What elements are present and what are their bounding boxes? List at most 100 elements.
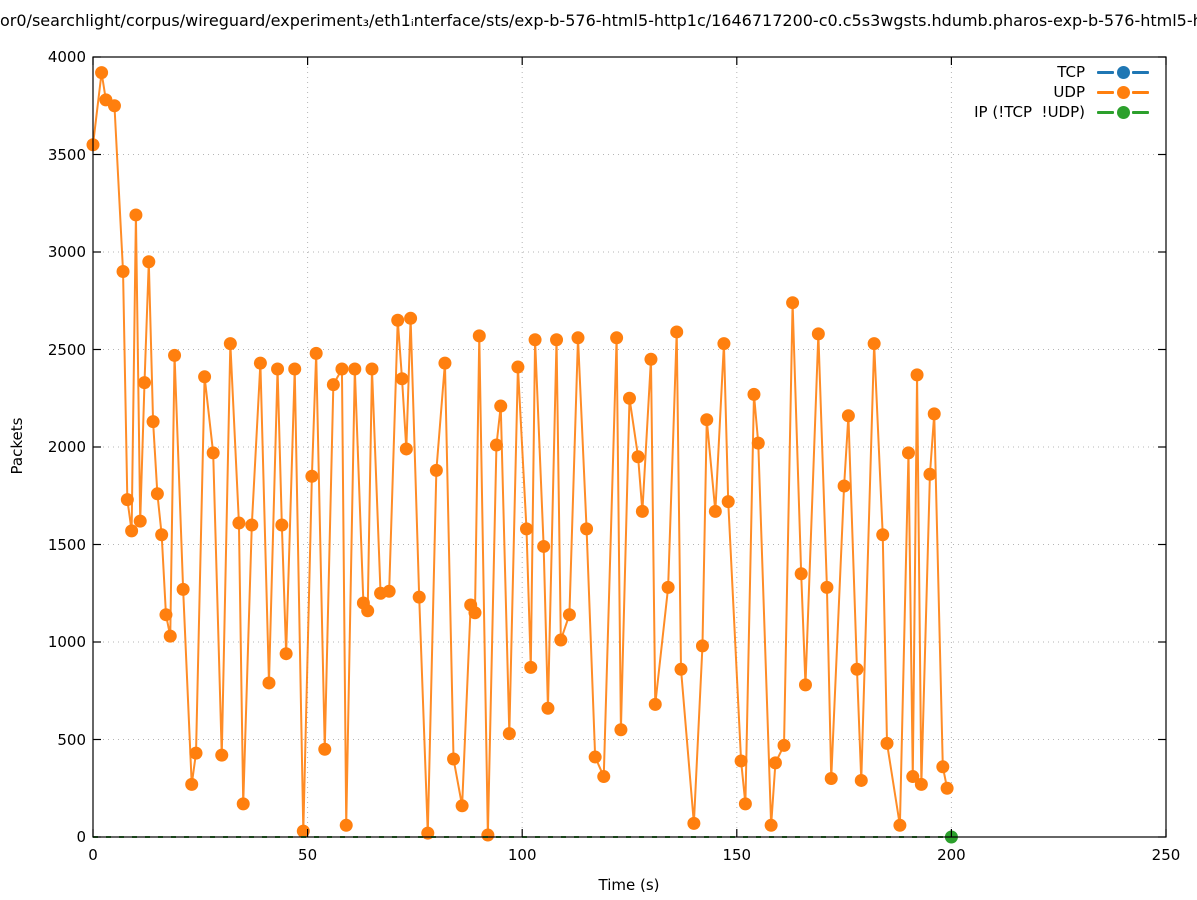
- data-point: [927, 407, 941, 421]
- data-point: [399, 442, 413, 456]
- data-point: [747, 387, 761, 401]
- data-point: [236, 797, 250, 811]
- data-point: [339, 818, 353, 832]
- y-tick-label: 1000: [47, 633, 86, 651]
- x-tick-label: 150: [722, 846, 752, 864]
- legend-swatch-udp-icon: [1097, 85, 1149, 99]
- data-point: [519, 522, 533, 536]
- y-tick-label: 500: [57, 730, 86, 749]
- data-point: [614, 723, 628, 737]
- data-point: [734, 754, 748, 768]
- data-point: [764, 818, 778, 832]
- data-point: [275, 518, 289, 532]
- data-point: [326, 378, 340, 392]
- data-point: [700, 413, 714, 427]
- data-point: [412, 590, 426, 604]
- data-point: [562, 608, 576, 622]
- data-point: [623, 391, 636, 405]
- data-point: [365, 362, 379, 376]
- data-point: [867, 337, 881, 351]
- data-point: [580, 522, 594, 536]
- data-point: [494, 399, 508, 413]
- data-point: [271, 362, 285, 376]
- data-point: [305, 469, 319, 483]
- data-point: [820, 580, 834, 594]
- data-point: [404, 311, 418, 325]
- x-tick-label: 100: [507, 846, 537, 864]
- data-point: [914, 777, 928, 791]
- y-tick-label: 2000: [47, 438, 86, 456]
- data-point: [146, 415, 160, 429]
- data-point: [670, 325, 684, 339]
- y-tick-label: 0: [76, 828, 86, 846]
- data-point: [142, 255, 156, 269]
- data-point: [245, 518, 259, 532]
- data-point: [661, 580, 675, 594]
- data-point: [489, 438, 503, 452]
- data-point: [120, 493, 134, 507]
- data-point: [262, 676, 276, 690]
- data-point: [223, 337, 237, 351]
- data-point: [695, 639, 709, 653]
- data-point: [455, 799, 469, 813]
- y-tick-label: 2500: [47, 340, 86, 359]
- data-point: [318, 742, 332, 756]
- y-tick-label: 3500: [47, 145, 86, 164]
- data-point: [189, 746, 203, 760]
- data-point: [150, 487, 164, 501]
- data-point: [901, 446, 915, 460]
- data-point: [502, 727, 516, 741]
- data-point: [588, 750, 602, 764]
- data-point: [253, 356, 267, 370]
- data-point: [159, 608, 173, 622]
- legend-swatch-tcp-icon: [1097, 65, 1149, 79]
- data-point: [876, 528, 890, 542]
- data-point: [129, 208, 143, 222]
- legend-item-ip: IP (!TCP !UDP): [974, 102, 1149, 122]
- data-point: [391, 313, 405, 327]
- data-point: [163, 629, 177, 643]
- data-point: [468, 606, 482, 620]
- data-point: [687, 816, 701, 830]
- data-point: [850, 662, 864, 676]
- data-point: [447, 752, 461, 766]
- data-point: [571, 331, 585, 345]
- data-point: [541, 701, 555, 715]
- data-point: [550, 333, 564, 347]
- data-point: [198, 370, 212, 384]
- data-point: [635, 504, 649, 518]
- data-point: [232, 516, 246, 530]
- y-tick-label: 4000: [47, 48, 86, 66]
- data-point: [940, 781, 954, 795]
- data-point: [481, 828, 495, 842]
- series-line-udp: [92, 72, 949, 836]
- legend-item-udp: UDP: [974, 82, 1149, 102]
- data-point: [794, 567, 808, 581]
- data-point: [288, 362, 302, 376]
- data-point: [438, 356, 452, 370]
- legend-label-udp: UDP: [1053, 83, 1085, 101]
- data-point: [936, 760, 950, 774]
- data-point: [528, 333, 542, 347]
- data-point: [631, 450, 645, 464]
- data-point: [644, 352, 658, 366]
- data-point: [824, 772, 838, 785]
- data-point: [738, 797, 752, 811]
- data-point: [537, 539, 551, 553]
- data-point: [610, 331, 624, 345]
- data-point: [116, 265, 130, 278]
- data-point: [721, 495, 735, 509]
- data-point: [472, 329, 486, 343]
- data-point: [751, 436, 765, 450]
- data-point: [923, 467, 937, 481]
- legend: TCP UDP IP (!TCP !UDP): [974, 62, 1149, 122]
- data-point: [837, 479, 851, 493]
- data-point: [395, 372, 409, 386]
- data-point: [880, 736, 894, 750]
- data-point: [777, 738, 791, 752]
- data-point: [597, 770, 611, 784]
- legend-label-ip: IP (!TCP !UDP): [974, 103, 1085, 121]
- legend-label-tcp: TCP: [1057, 63, 1085, 81]
- chart-title: or0/searchlight/corpus/wireguard/experim…: [0, 11, 1197, 30]
